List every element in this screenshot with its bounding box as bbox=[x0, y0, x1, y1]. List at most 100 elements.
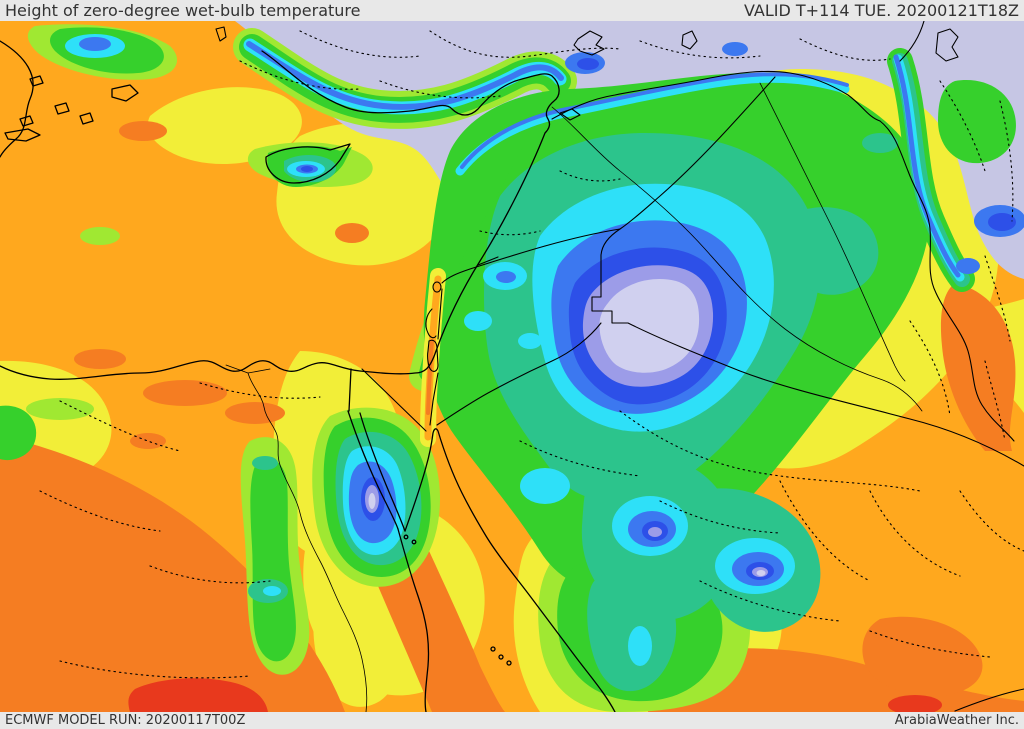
cyprus-core bbox=[301, 166, 313, 172]
contour-spot bbox=[520, 468, 570, 504]
contour-spot bbox=[722, 42, 748, 56]
dotted-line bbox=[60, 661, 250, 678]
aegean-island bbox=[55, 103, 69, 114]
contour-spot bbox=[518, 333, 542, 349]
contour-spot bbox=[143, 380, 227, 406]
tigris-river bbox=[760, 83, 905, 381]
dotted-line bbox=[910, 321, 950, 416]
red-sea-island bbox=[499, 655, 503, 659]
north-fringe-cyan bbox=[460, 78, 845, 171]
lake-van bbox=[574, 31, 604, 55]
dotted-line bbox=[150, 566, 270, 583]
contour-pale-layer bbox=[368, 279, 766, 576]
valid-time-label: VALID T+114 TUE. 20200121T18Z bbox=[743, 1, 1019, 20]
contour-spot bbox=[368, 493, 376, 509]
dotted-line bbox=[560, 171, 620, 181]
aegean-island bbox=[20, 116, 33, 126]
contour-spot bbox=[225, 402, 285, 424]
kuwait-border bbox=[955, 689, 1024, 711]
jordan-iraq-north-border bbox=[545, 229, 620, 246]
contour-spot bbox=[756, 570, 766, 576]
dotted-line bbox=[985, 256, 1010, 341]
aegean-island bbox=[112, 85, 138, 101]
contour-blob bbox=[0, 405, 37, 461]
dotted-line bbox=[700, 581, 840, 621]
dotted-line bbox=[240, 61, 360, 89]
sinai-east-aqaba-coast bbox=[405, 429, 615, 712]
contour-blob bbox=[587, 571, 677, 692]
attribution-label: ArabiaWeather Inc. bbox=[894, 713, 1019, 728]
jordan-rift-border bbox=[430, 289, 442, 425]
jordan-iraq-saudi-border bbox=[592, 229, 1024, 466]
gulf-island bbox=[412, 540, 416, 544]
aegean-island bbox=[80, 113, 93, 124]
nile-river bbox=[248, 373, 367, 712]
contour-blob bbox=[250, 458, 296, 662]
turkey-armenia-border bbox=[900, 21, 924, 61]
gulf-island bbox=[404, 535, 408, 539]
dead-sea bbox=[428, 340, 438, 371]
contour-blob bbox=[940, 283, 1016, 451]
euphrates-river bbox=[552, 107, 922, 411]
contour-spot bbox=[628, 626, 652, 666]
lake-tuz bbox=[682, 31, 697, 49]
page-title: Height of zero-degree wet-bulb temperatu… bbox=[5, 1, 361, 20]
country-borders bbox=[362, 21, 1024, 711]
sinai-west-coast bbox=[360, 413, 405, 531]
contour-spot bbox=[252, 456, 278, 470]
contour-spot bbox=[496, 271, 516, 283]
red-sea-island bbox=[507, 661, 511, 665]
contour-blob bbox=[313, 580, 404, 707]
nile-delta-branch bbox=[226, 365, 270, 373]
aegean-island bbox=[30, 76, 43, 86]
contour-spot bbox=[648, 527, 662, 537]
contour-spot bbox=[80, 227, 120, 245]
contour-blob bbox=[788, 207, 879, 295]
dotted-line bbox=[1000, 101, 1013, 221]
contour-spot bbox=[119, 121, 167, 141]
dotted-line bbox=[60, 401, 180, 451]
contour-spot bbox=[956, 258, 980, 274]
contour-blob bbox=[862, 616, 983, 697]
aegean-island bbox=[5, 129, 40, 141]
contour-spot bbox=[888, 695, 942, 712]
north-fringe-blue bbox=[462, 74, 847, 167]
suez-canal bbox=[349, 369, 351, 411]
header-bar: Height of zero-degree wet-bulb temperatu… bbox=[0, 0, 1024, 21]
contour-spot bbox=[74, 349, 126, 369]
contour-spot bbox=[464, 311, 492, 331]
contour-red-layer bbox=[128, 678, 942, 712]
footer-bar: ECMWF MODEL RUN: 20200117T00Z ArabiaWeat… bbox=[0, 712, 1024, 729]
syria-iraq-border bbox=[620, 77, 775, 229]
contour-spot bbox=[577, 58, 599, 70]
turkey-syria-border bbox=[552, 71, 880, 121]
rivers bbox=[226, 83, 922, 712]
lakes bbox=[216, 27, 958, 371]
coastlines bbox=[0, 41, 615, 712]
contour-spot bbox=[79, 37, 111, 51]
contour-spot bbox=[263, 586, 281, 596]
syria-jordan-border bbox=[442, 246, 545, 283]
jordan-saudi-border bbox=[437, 323, 601, 425]
egypt-israel-border bbox=[362, 369, 426, 431]
rift-valley-strip bbox=[428, 276, 438, 439]
dotted-line bbox=[660, 501, 780, 533]
lake-egirdir bbox=[216, 27, 226, 41]
contour-blob bbox=[147, 87, 302, 165]
egypt-red-sea-coast bbox=[398, 529, 429, 712]
cyprus-coastline bbox=[266, 144, 350, 183]
dotted-line bbox=[780, 481, 870, 581]
contour-spot bbox=[130, 433, 166, 449]
iraq-iran-border bbox=[880, 121, 1014, 441]
dotted-line bbox=[380, 81, 500, 98]
turkey-levant-egypt-coast bbox=[0, 51, 559, 379]
map-canvas bbox=[0, 21, 1024, 712]
contour-spot bbox=[335, 223, 369, 243]
dotted-line bbox=[870, 631, 990, 657]
west-bank-border bbox=[426, 309, 436, 338]
lake-urmia bbox=[936, 29, 958, 61]
contour-map bbox=[0, 21, 1024, 712]
dotted-line bbox=[430, 31, 620, 57]
dotted-line bbox=[640, 41, 760, 58]
